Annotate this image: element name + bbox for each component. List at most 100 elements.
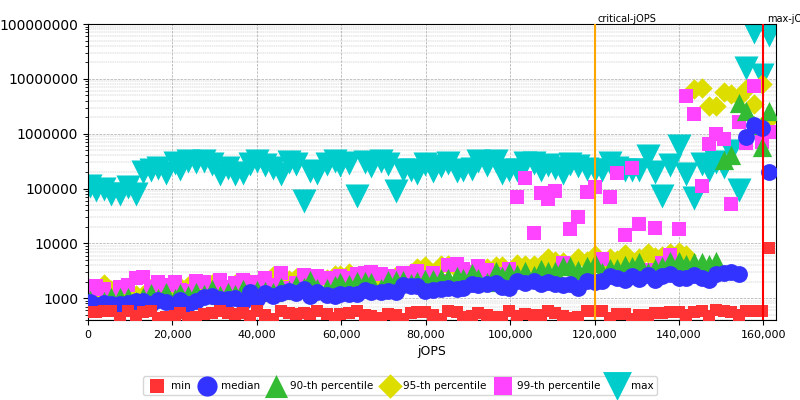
max <box>84 182 97 189</box>
99-th percentile <box>90 283 103 290</box>
99-th percentile <box>672 226 685 232</box>
max <box>655 193 668 200</box>
max <box>274 170 287 177</box>
95-th percentile <box>266 273 279 280</box>
90-th percentile <box>258 288 271 294</box>
median <box>350 291 363 297</box>
99-th percentile <box>258 274 271 281</box>
90-th percentile <box>290 281 302 288</box>
median <box>610 275 623 281</box>
median <box>604 273 617 280</box>
median <box>740 134 753 140</box>
99-th percentile <box>642 267 654 273</box>
min <box>152 315 165 322</box>
min <box>382 311 394 318</box>
min <box>168 313 181 319</box>
99-th percentile <box>709 131 722 137</box>
max <box>382 160 394 167</box>
90-th percentile <box>655 263 668 269</box>
99-th percentile <box>374 271 387 278</box>
median <box>190 298 202 304</box>
99-th percentile <box>695 183 708 189</box>
max <box>145 167 158 174</box>
90-th percentile <box>535 266 548 273</box>
90-th percentile <box>642 269 654 275</box>
median <box>580 278 593 284</box>
95-th percentile <box>418 262 431 269</box>
min <box>489 314 502 320</box>
90-th percentile <box>518 268 531 274</box>
90-th percentile <box>672 258 685 264</box>
median <box>733 271 746 278</box>
99-th percentile <box>595 256 608 263</box>
95-th percentile <box>679 252 692 258</box>
99-th percentile <box>266 282 279 288</box>
90-th percentile <box>434 274 447 281</box>
median <box>725 269 738 276</box>
99-th percentile <box>122 282 134 288</box>
95-th percentile <box>688 86 701 92</box>
max <box>549 164 562 171</box>
max <box>762 32 775 38</box>
median <box>718 270 730 276</box>
max <box>98 186 110 192</box>
99-th percentile <box>304 282 317 289</box>
max <box>511 167 524 173</box>
median <box>329 293 342 299</box>
90-th percentile <box>98 298 110 304</box>
90-th percentile <box>626 262 638 269</box>
99-th percentile <box>740 140 753 146</box>
90-th percentile <box>152 294 165 301</box>
min <box>518 310 531 317</box>
90-th percentile <box>502 269 515 275</box>
min <box>604 315 617 322</box>
99-th percentile <box>382 272 394 279</box>
median <box>90 302 103 308</box>
95-th percentile <box>642 250 654 256</box>
95-th percentile <box>604 254 617 261</box>
99-th percentile <box>182 288 194 295</box>
90-th percentile <box>137 293 150 300</box>
max <box>405 167 418 173</box>
max <box>542 162 554 168</box>
max <box>266 165 279 171</box>
99-th percentile <box>214 277 226 284</box>
95-th percentile <box>465 272 478 279</box>
min <box>298 310 310 316</box>
90-th percentile <box>160 289 173 296</box>
99-th percentile <box>358 270 371 276</box>
90-th percentile <box>418 276 431 282</box>
max <box>365 163 378 169</box>
median <box>114 300 126 307</box>
max <box>450 168 463 174</box>
99-th percentile <box>571 214 584 220</box>
min <box>610 310 623 317</box>
95-th percentile <box>206 281 218 288</box>
95-th percentile <box>374 279 387 286</box>
median <box>695 275 708 282</box>
max <box>426 168 439 174</box>
median <box>527 277 540 284</box>
90-th percentile <box>610 265 623 271</box>
90-th percentile <box>105 294 118 300</box>
max <box>174 166 186 172</box>
99-th percentile <box>274 270 287 276</box>
90-th percentile <box>182 292 194 298</box>
max <box>222 165 234 172</box>
90-th percentile <box>580 263 593 269</box>
Legend: min, median, 90-th percentile, 95-th percentile, 99-th percentile, max: min, median, 90-th percentile, 95-th per… <box>142 376 658 395</box>
median <box>390 289 402 295</box>
90-th percentile <box>168 295 181 301</box>
90-th percentile <box>557 263 570 269</box>
90-th percentile <box>511 270 524 277</box>
90-th percentile <box>114 294 126 301</box>
90-th percentile <box>244 290 257 297</box>
min <box>418 309 431 316</box>
95-th percentile <box>762 116 775 122</box>
90-th percentile <box>390 277 402 283</box>
median <box>206 293 218 300</box>
median <box>274 290 287 296</box>
median <box>496 284 509 290</box>
min <box>198 311 210 317</box>
median <box>518 280 531 286</box>
